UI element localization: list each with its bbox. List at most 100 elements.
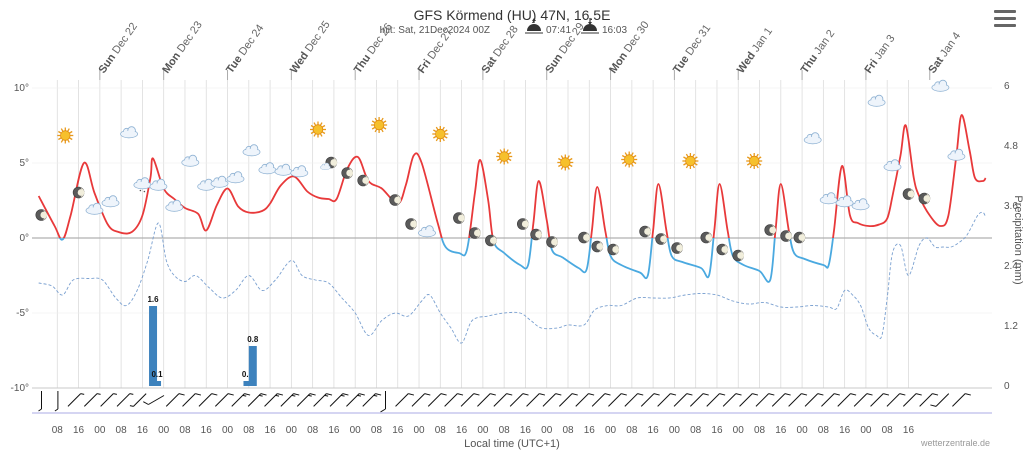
moon-icon bbox=[639, 225, 651, 238]
y-axis-right-title: Precipitation (mm) bbox=[1012, 195, 1024, 284]
day-label: Wed Jan 1 bbox=[735, 25, 775, 75]
x-tick-label: 08 bbox=[371, 425, 383, 436]
wind-barb bbox=[722, 393, 742, 407]
wind-barb bbox=[853, 393, 873, 407]
moon-icon bbox=[405, 218, 417, 230]
sun-icon bbox=[682, 153, 699, 169]
chart-title: GFS Körmend (HU) 47N, 16.5E bbox=[414, 7, 611, 23]
moon-icon bbox=[732, 249, 745, 262]
x-tick-label: 00 bbox=[605, 425, 617, 436]
wind-barb bbox=[280, 393, 300, 407]
x-axis-title: Local time (UTC+1) bbox=[464, 438, 560, 450]
wind-barb bbox=[919, 393, 939, 407]
wind-barb bbox=[673, 393, 693, 407]
moon-icon bbox=[357, 174, 370, 187]
x-axis-labels: 08 16 00 08 16 00 08 16 00 08 16 00 08 16 00 08 16 00 08 16… bbox=[52, 425, 915, 436]
moon-icon bbox=[530, 228, 542, 241]
wind-barb bbox=[657, 393, 677, 407]
x-tick-label: 08 bbox=[882, 425, 894, 436]
init-time: Init: Sat, 21Dec2024 00Z bbox=[379, 25, 490, 36]
wind-barb bbox=[477, 393, 496, 407]
wind-barb bbox=[362, 393, 382, 407]
x-tick-label: 08 bbox=[307, 425, 319, 436]
credit-link[interactable]: wetterzentrale.de bbox=[920, 438, 990, 448]
day-label: Wed Dec 25 bbox=[288, 19, 333, 76]
moon-icon bbox=[780, 230, 792, 242]
y-right-tick-label: 3.6 bbox=[1004, 201, 1018, 212]
x-tick-label: 00 bbox=[350, 425, 362, 436]
y-right-tick-label: 1.2 bbox=[1004, 321, 1018, 332]
y-right-tick-label: 2.4 bbox=[1004, 261, 1018, 272]
moon-icon bbox=[655, 233, 667, 245]
sunrise-time: 07:41 bbox=[546, 25, 571, 36]
wind-barb bbox=[739, 393, 759, 407]
x-tick-label: 08 bbox=[116, 425, 128, 436]
x-tick-label: 00 bbox=[286, 425, 298, 436]
cloud-icon bbox=[120, 126, 139, 139]
moon-icon bbox=[389, 194, 401, 206]
x-tick-label: 00 bbox=[860, 425, 872, 436]
wind-barb bbox=[165, 393, 185, 407]
moon-icon bbox=[591, 240, 604, 253]
wind-barb bbox=[264, 393, 284, 407]
wind-barb bbox=[100, 393, 117, 407]
x-tick-label: 16 bbox=[73, 425, 85, 436]
sun-icon bbox=[496, 148, 513, 165]
moon-icon bbox=[546, 236, 558, 248]
x-tick-label: 00 bbox=[669, 425, 681, 436]
cloud-icon bbox=[290, 165, 309, 178]
cloud-icon bbox=[883, 159, 902, 172]
sunrise-icon bbox=[525, 18, 543, 34]
wind-barb bbox=[411, 393, 431, 407]
moon-icon bbox=[902, 188, 915, 200]
wind-barb bbox=[182, 393, 202, 407]
x-tick-label: 16 bbox=[775, 425, 787, 436]
x-tick-label: 16 bbox=[711, 425, 723, 436]
wind-barb bbox=[558, 393, 578, 407]
moon-icon bbox=[700, 231, 713, 244]
cloud-icon bbox=[197, 178, 216, 191]
wind-barb bbox=[54, 391, 59, 412]
x-tick-label: 16 bbox=[392, 425, 404, 436]
wind-barb bbox=[689, 393, 709, 407]
wind-barb bbox=[427, 393, 447, 407]
wind-barb bbox=[575, 393, 595, 407]
precip-bar-label: 0.1 bbox=[151, 370, 163, 379]
sun-icon bbox=[432, 126, 449, 142]
moon-icon bbox=[671, 242, 683, 254]
wind-barb bbox=[591, 393, 611, 407]
wind-barb bbox=[624, 393, 644, 407]
moon-icon bbox=[578, 231, 590, 244]
cloud-icon bbox=[210, 175, 229, 188]
day-label: Sun Dec 22 bbox=[96, 21, 140, 76]
day-label: Fri Jan 3 bbox=[863, 33, 898, 76]
wind-barb bbox=[870, 393, 890, 407]
day-label: Tue Dec 24 bbox=[224, 22, 266, 75]
x-tick-label: 16 bbox=[648, 425, 660, 436]
y-right-tick-label: 4.8 bbox=[1004, 141, 1018, 152]
moon-icon bbox=[341, 167, 354, 179]
x-tick-label: 16 bbox=[201, 425, 213, 436]
cloud-icon bbox=[85, 202, 104, 215]
moon-icon bbox=[469, 227, 481, 239]
y-left-tick-label: -5° bbox=[16, 308, 29, 319]
day-label: Thu Dec 26 bbox=[352, 21, 395, 75]
wind-barb bbox=[771, 393, 791, 407]
wind-barb bbox=[821, 393, 840, 407]
wind-barb bbox=[788, 393, 808, 407]
cloud-icon bbox=[226, 171, 245, 184]
cloud-icon bbox=[947, 148, 966, 161]
cloud-icon bbox=[851, 198, 870, 211]
sunset-time: 16:03 bbox=[602, 25, 627, 36]
day-label: Sat Jan 4 bbox=[926, 30, 963, 75]
hamburger-menu-icon[interactable] bbox=[994, 10, 1016, 28]
wind-barb bbox=[129, 393, 147, 407]
y-right-tick-label: 0 bbox=[1004, 381, 1010, 392]
wind-barb bbox=[886, 393, 906, 407]
x-tick-label: 16 bbox=[328, 425, 340, 436]
x-tick-label: 16 bbox=[520, 425, 532, 436]
x-tick-label: 16 bbox=[137, 425, 149, 436]
temperature-line-above-zero bbox=[37, 114, 987, 238]
temperature-series bbox=[37, 114, 987, 283]
